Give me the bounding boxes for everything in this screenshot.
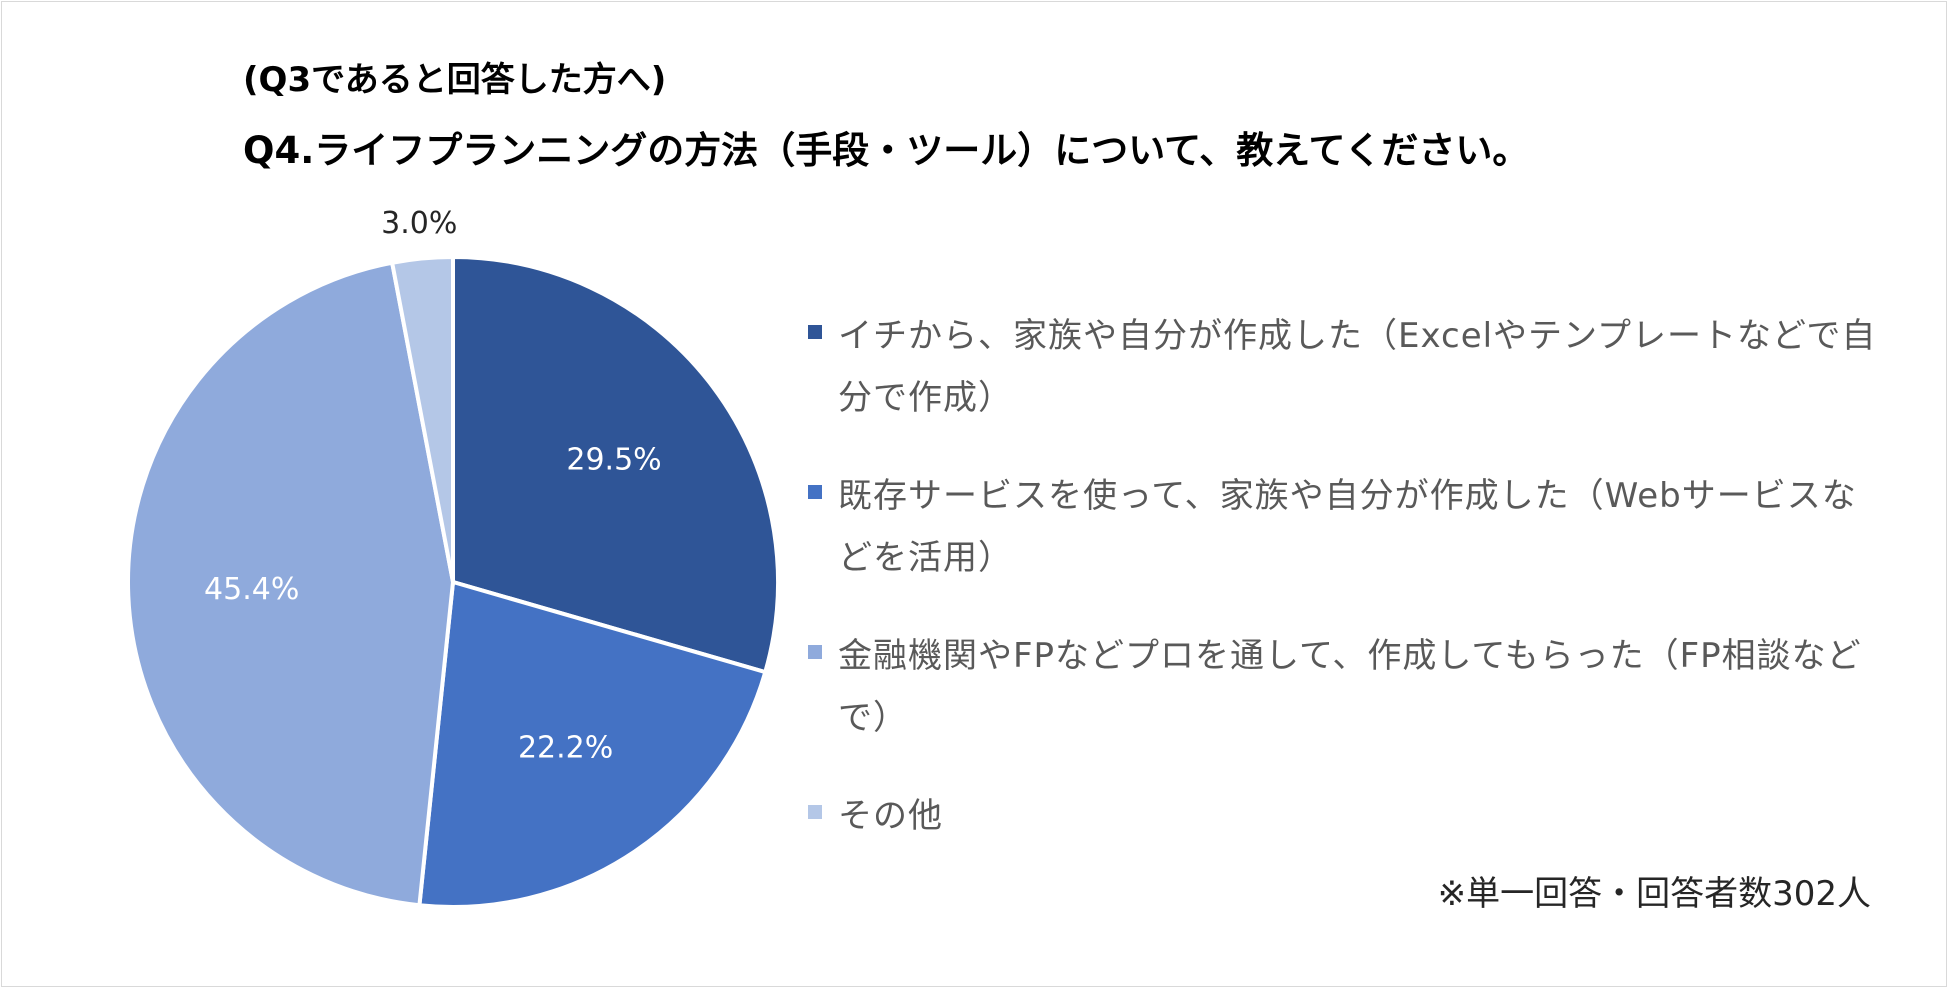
legend-swatch — [808, 645, 822, 659]
legend-item: その他 — [808, 785, 1880, 847]
data-label-1: 29.5% — [566, 442, 661, 477]
pie-slice-1 — [451, 254, 780, 675]
legend-item: イチから、家族や自分が作成した（Excelやテンプレートなどで自分で作成） — [808, 305, 1880, 429]
pie-slice-4 — [389, 254, 455, 583]
pie-slice-3 — [126, 260, 456, 908]
chart-title-line2: Q4.ライフプランニングの方法（手段・ツール）について、教えてください。 — [243, 129, 1530, 172]
data-label-2: 22.2% — [518, 731, 613, 766]
legend-item: 金融機関やFPなどプロを通して、作成してもらった（FP相談などで） — [808, 625, 1880, 749]
response-note: ※単一回答・回答者数302人 — [1437, 874, 1871, 914]
legend-label: 既存サービスを使って、家族や自分が作成した（Webサービスなどを活用） — [838, 476, 1857, 578]
chart-title-line1: (Q3であると回答した方へ) — [243, 60, 667, 100]
legend-item: 既存サービスを使って、家族や自分が作成した（Webサービスなどを活用） — [808, 465, 1880, 589]
legend: イチから、家族や自分が作成した（Excelやテンプレートなどで自分で作成） 既存… — [808, 305, 1880, 883]
legend-label: イチから、家族や自分が作成した（Excelやテンプレートなどで自分で作成） — [838, 316, 1877, 418]
legend-swatch — [808, 805, 822, 819]
pie-slice-2 — [417, 579, 768, 909]
data-label-4: 3.0% — [381, 206, 457, 241]
legend-label: 金融機関やFPなどプロを通して、作成してもらった（FP相談などで） — [838, 636, 1862, 738]
legend-swatch — [808, 325, 822, 339]
data-label-3: 45.4% — [204, 572, 299, 607]
legend-label: その他 — [838, 796, 943, 836]
legend-swatch — [808, 485, 822, 499]
